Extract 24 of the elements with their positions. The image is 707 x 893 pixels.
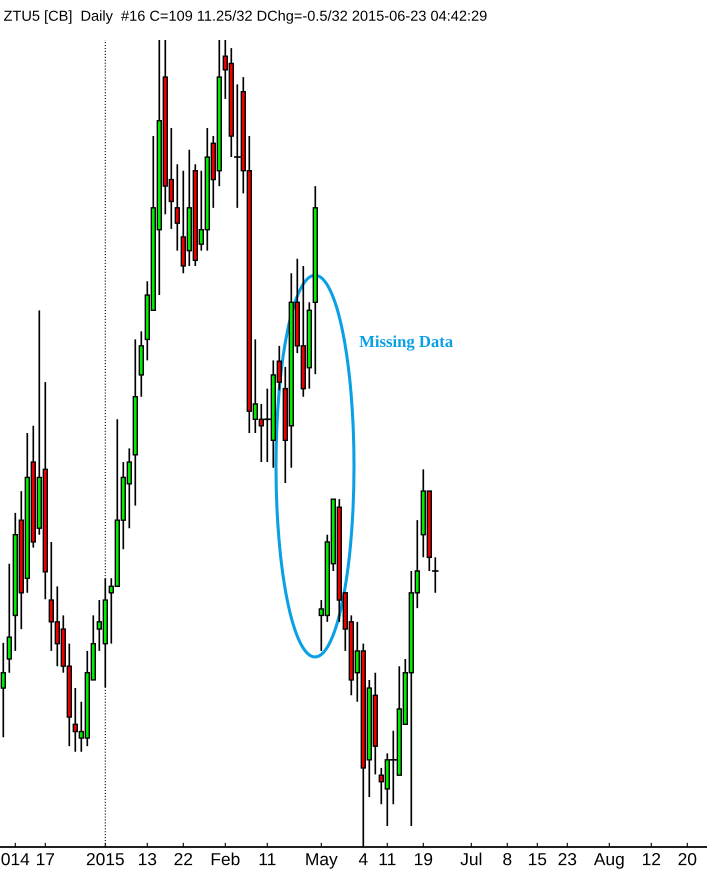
candlestick [0,642,6,738]
x-tick-label: 2015 [86,853,124,866]
x-tick-label: May [306,853,338,869]
candlestick [174,163,180,252]
x-tick-label: 23 [558,853,576,866]
x-tick-label: Jul [460,852,482,866]
x-tick-label: Aug [594,853,624,869]
candlestick [432,556,439,594]
x-tick-label: 22 [174,853,192,866]
x-tick-label: 13 [138,853,156,866]
x-tick-label: 014 [1,853,30,866]
x-tick-label: 8 [503,853,512,866]
x-tick-label: 12 [642,853,660,866]
x-tick-label: 20 [678,853,696,866]
x-tick-label: Feb [212,852,240,866]
x-tick-label: 17 [36,853,54,866]
x-tick-label: 4 [358,853,368,866]
x-tick-label: 19 [414,853,432,866]
x-tick-label: 11 [380,853,396,866]
x-tick-label: 15 [528,853,546,866]
annotation: Missing Data [359,335,453,351]
candlestick [6,562,12,674]
chart-title: ZTU5 [CB] Daily #16 C=109 11.25/32 DChg=-0.5/32 2015-06-23 04:42:29 [4,10,487,24]
x-tick-label: 11 [260,853,276,866]
